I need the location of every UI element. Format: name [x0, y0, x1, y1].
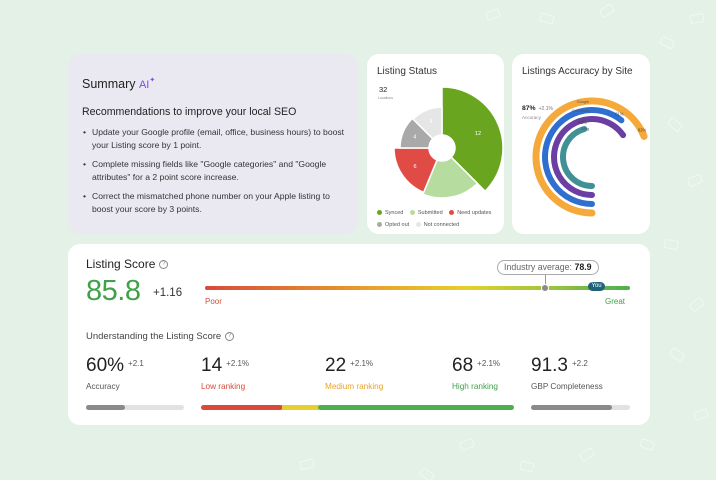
- metric-label: Accuracy: [86, 382, 120, 391]
- metric-label: Low ranking: [201, 382, 246, 391]
- metric-change: +2.1: [128, 359, 144, 368]
- industry-average-marker: [541, 284, 549, 292]
- metric-value: 91.3: [531, 355, 568, 376]
- great-label: Great: [605, 297, 626, 306]
- accuracy-label: Accuracy: [522, 115, 541, 120]
- pie-slice-label: 4: [429, 119, 432, 125]
- pie-slice-synced: [441, 86, 504, 193]
- score-gradient-bar: [205, 286, 630, 290]
- listing-score-delta: +1.16: [153, 287, 183, 299]
- pie-slice-label: 6: [413, 164, 416, 170]
- accuracy-progress-track: [86, 405, 184, 410]
- pie-total-label: Locations: [378, 96, 393, 100]
- pie-total: 32: [379, 85, 387, 94]
- metric-medium-ranking: 22 +2.1% Medium ranking: [325, 355, 383, 391]
- site-label: Bing: [581, 127, 589, 131]
- arc-value-label: 92%: [638, 127, 647, 132]
- listing-status-pie-chart: 32 Locations 12 6 4 4: [378, 85, 504, 199]
- site-label: Facebook: [572, 109, 589, 113]
- listing-status-legend: Synced Submitted Need updates Opted out …: [377, 207, 502, 231]
- legend-item-not-connected: Not connected: [415, 219, 459, 231]
- listing-status-card: Listing Status 32 Locations 12 6 4 4 Synced…: [367, 54, 504, 234]
- accuracy-arc-bing: [560, 126, 595, 189]
- low-ranking-bar: [201, 405, 283, 410]
- summary-title: Summary AI✦: [82, 77, 156, 91]
- summary-card: Summary AI✦ Recommendations to improve y…: [68, 54, 358, 234]
- legend-item-opted-out: Opted out: [377, 219, 409, 231]
- metric-gbp-completeness: 91.3 +2.2 GBP Completeness: [531, 355, 603, 391]
- recommendation-item: Update your Google profile (email, offic…: [82, 126, 350, 151]
- recommendations-list: Update your Google profile (email, offic…: [82, 126, 350, 222]
- legend-item-submitted: Submitted: [409, 207, 443, 219]
- listings-accuracy-title: Listings Accuracy by Site: [522, 66, 633, 77]
- site-label: Apple: [579, 118, 589, 122]
- metric-change: +2.2: [571, 359, 588, 368]
- site-label: Google: [577, 100, 589, 104]
- poor-label: Poor: [205, 297, 222, 306]
- accuracy-arc-facebook: [542, 107, 625, 207]
- help-icon[interactable]: ?: [159, 260, 169, 270]
- metric-value: 22: [325, 355, 347, 376]
- listing-score-value: 85.8: [86, 275, 141, 307]
- recommendation-item: Complete missing fields like "Google cat…: [82, 158, 350, 183]
- accuracy-arc-google: [532, 97, 648, 217]
- legend-item-synced: Synced: [377, 207, 403, 219]
- accuracy-arc-apple: [551, 116, 627, 198]
- listing-score-card: Listing Score? 85.8 +1.16 Industry avera…: [68, 244, 650, 425]
- listing-status-title: Listing Status: [377, 66, 438, 77]
- metric-change: +2.1%: [477, 359, 501, 368]
- metric-change: +2.1%: [226, 359, 250, 368]
- pie-slice-need-updates: [393, 147, 439, 194]
- help-icon[interactable]: ?: [225, 331, 235, 341]
- accuracy-change: +2.1%: [538, 106, 553, 112]
- metric-high-ranking: 68 +2.1% High ranking: [452, 355, 500, 391]
- metric-low-ranking: 14 +2.1% Low ranking: [201, 355, 249, 391]
- ai-badge: AI: [138, 79, 150, 91]
- metric-label: Medium ranking: [325, 382, 384, 391]
- legend-item-need-updates: Need updates: [449, 207, 491, 219]
- industry-average-pointer: [545, 275, 546, 284]
- metric-label: High ranking: [452, 382, 498, 391]
- understanding-title: Understanding the Listing Score?: [86, 331, 235, 342]
- accuracy-progress-fill: [86, 405, 126, 410]
- metric-label: GBP Completeness: [531, 382, 603, 391]
- pie-slice-label: 12: [475, 131, 481, 137]
- pie-slice-label: 4: [413, 135, 416, 141]
- metric-value: 14: [201, 355, 223, 376]
- arc-value-label: 81%: [615, 111, 624, 116]
- metric-accuracy: 60% +2.1 Accuracy: [86, 355, 144, 391]
- medium-ranking-bar: [282, 405, 319, 410]
- gbp-completeness-progress-track: [531, 405, 630, 410]
- recommendation-item: Correct the mismatched phone number on y…: [82, 190, 350, 215]
- listing-score-title: Listing Score?: [86, 257, 169, 271]
- metric-change: +2.1%: [350, 359, 374, 368]
- arc-value-label: 61%: [578, 120, 587, 125]
- gbp-completeness-progress-fill: [531, 405, 613, 410]
- recommendations-heading: Recommendations to improve your local SE…: [82, 106, 297, 118]
- listings-accuracy-card: Listings Accuracy by Site 87% +2.1% Accur…: [512, 54, 650, 234]
- listings-accuracy-radial-chart: Google 92% Facebook 81% Apple Bing 61%: [532, 97, 648, 217]
- you-marker: You: [588, 282, 605, 291]
- pie-slice-not-connected: [411, 106, 443, 140]
- pie-slice-submitted: [421, 156, 479, 199]
- accuracy-value: 87% +2.1%: [522, 105, 553, 112]
- metric-value: 68: [452, 355, 474, 376]
- pie-slice-opted-out: [399, 117, 434, 149]
- sparkle-icon: ✦: [149, 77, 156, 84]
- metric-value: 60%: [86, 355, 125, 376]
- high-ranking-bar: [318, 405, 514, 410]
- industry-average-badge: Industry average: 78.9: [497, 260, 599, 275]
